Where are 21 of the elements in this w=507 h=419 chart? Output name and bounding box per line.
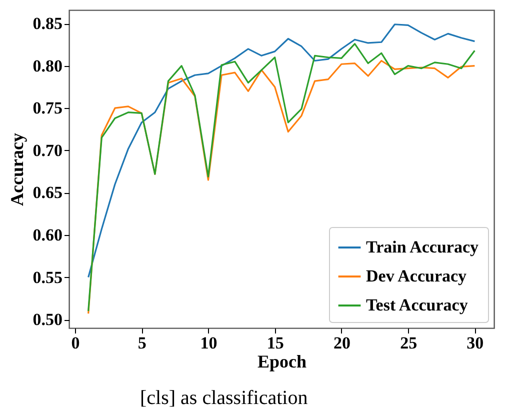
y-tick-label: 0.50 [32, 310, 62, 330]
x-tick-label: 30 [466, 334, 484, 352]
y-axis-title: Accuracy [6, 133, 27, 206]
y-tick-label: 0.75 [32, 98, 62, 118]
x-tick-label: 10 [200, 334, 218, 352]
x-tick-label: 5 [138, 334, 146, 352]
y-tick-label: 0.55 [32, 268, 62, 287]
y-tick-label: 0.65 [32, 183, 62, 202]
y-tick-label: 0.85 [32, 14, 62, 34]
x-tick-label: 20 [333, 334, 350, 352]
text: [cls] as classification [140, 387, 309, 410]
y-tick-label: 0.80 [32, 56, 62, 76]
legend-label: Test Accuracy [366, 296, 468, 314]
legend-label: Train Accuracy [366, 238, 480, 256]
x-tick-label: 0 [71, 334, 80, 352]
legend-label: Dev Accuracy [366, 266, 468, 286]
x-tick-label: 15 [266, 334, 284, 352]
y-tick-label: 0.70 [32, 140, 62, 160]
x-axis-title: Epoch [257, 352, 307, 372]
x-tick-label: 25 [400, 334, 418, 352]
y-tick-label: 0.60 [32, 225, 62, 244]
